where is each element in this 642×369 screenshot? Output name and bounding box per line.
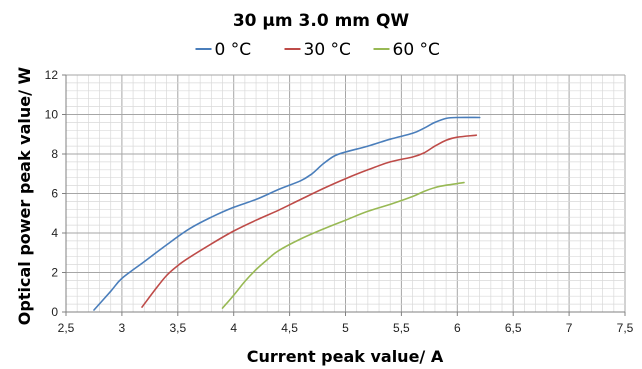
axes bbox=[62, 74, 626, 316]
y-tick-label: 12 bbox=[45, 68, 59, 82]
series-line-2 bbox=[141, 134, 478, 308]
legend-label-1: 0 °C bbox=[215, 40, 252, 60]
x-tick-label: 6 bbox=[454, 321, 461, 335]
x-tick-label: 7 bbox=[566, 321, 573, 335]
x-tick-label: 3,5 bbox=[169, 321, 186, 335]
chart-title: 30 µm 3.0 mm QW bbox=[233, 11, 410, 31]
y-tick-label: 10 bbox=[45, 108, 59, 122]
x-tick-label: 6,5 bbox=[505, 321, 522, 335]
legend-label-3: 60 °C bbox=[393, 40, 440, 60]
legend-label-2: 30 °C bbox=[304, 40, 351, 60]
x-tick-label: 4,5 bbox=[281, 321, 298, 335]
x-tick-label: 4 bbox=[230, 321, 237, 335]
x-tick-label: 5 bbox=[342, 321, 349, 335]
y-axis-label: Optical power peak value/ W bbox=[15, 66, 34, 325]
x-tick-labels: 2,5 3 3,5 4 4,5 5 5,5 6 6,5 7 7,5 bbox=[58, 321, 634, 335]
y-tick-label: 4 bbox=[51, 226, 58, 240]
y-tick-label: 8 bbox=[51, 147, 58, 161]
y-tick-label: 0 bbox=[51, 305, 58, 319]
x-tick-label: 3 bbox=[119, 321, 126, 335]
series-line-3 bbox=[221, 181, 465, 309]
x-tick-label: 7,5 bbox=[617, 321, 634, 335]
x-axis-label: Current peak value/ A bbox=[247, 347, 444, 366]
series-layer bbox=[93, 116, 481, 311]
y-tick-label: 6 bbox=[51, 187, 58, 201]
series-line-1 bbox=[93, 116, 481, 311]
y-tick-label: 2 bbox=[51, 266, 58, 280]
x-tick-label: 2,5 bbox=[58, 321, 75, 335]
legend: 0 °C 30 °C 60 °C bbox=[195, 40, 440, 60]
y-tick-labels: 0 2 4 6 8 10 12 bbox=[45, 68, 59, 319]
grid bbox=[65, 74, 626, 313]
x-tick-label: 5,5 bbox=[393, 321, 410, 335]
